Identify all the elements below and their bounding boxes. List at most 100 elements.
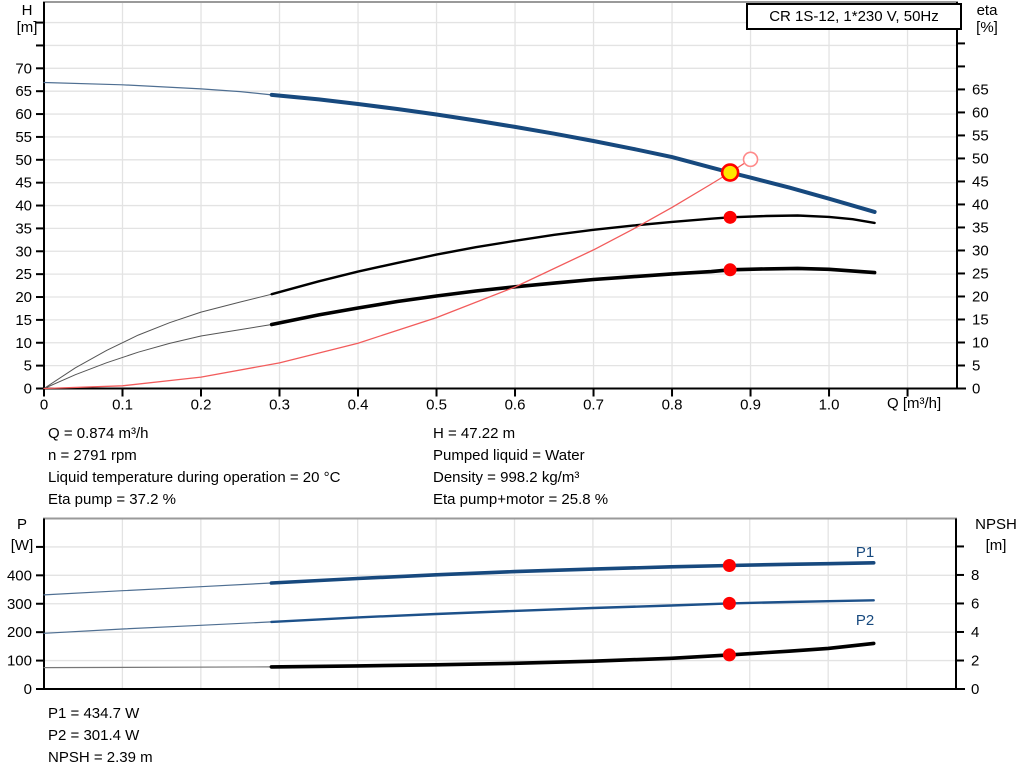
head-curve bbox=[269, 92, 877, 214]
eta-pump-motor-extension bbox=[43, 324, 273, 389]
left-tick-label: 40 bbox=[15, 198, 32, 215]
right-tick-label: 0 bbox=[971, 681, 979, 698]
duty-eta-pump: Eta pump = 37.2 % bbox=[48, 491, 176, 508]
npsh-axis-title: NPSH bbox=[975, 516, 1017, 533]
eta-pump-marker bbox=[723, 210, 737, 224]
left-tick-label: 35 bbox=[15, 220, 32, 237]
x-tick-label: 0.3 bbox=[269, 397, 290, 414]
p-axis-title-block: P [W] bbox=[2, 514, 42, 556]
x-tick-label: 0.7 bbox=[583, 397, 604, 414]
right-tick-label: 15 bbox=[972, 311, 989, 328]
h-axis-title-block: H [m] bbox=[8, 2, 46, 36]
h-axis-title: H bbox=[21, 2, 33, 19]
right-tick-label: 55 bbox=[972, 127, 989, 144]
left-tick-label: 25 bbox=[15, 266, 32, 283]
duty-pumped-liquid: Pumped liquid = Water bbox=[433, 447, 585, 464]
right-tick-label: 20 bbox=[972, 288, 989, 305]
right-tick-label: 5 bbox=[972, 357, 980, 374]
right-tick-label: 60 bbox=[972, 104, 989, 121]
eta-axis-unit: [%] bbox=[976, 19, 998, 36]
p1-curve bbox=[269, 560, 876, 585]
duty-point-marker bbox=[720, 163, 740, 182]
p2-extension bbox=[43, 621, 272, 634]
duty-info-right: H = 47.22 m Pumped liquid = Water Densit… bbox=[433, 423, 608, 511]
p2-value: P2 = 301.4 W bbox=[48, 727, 140, 744]
left-tick-label: 300 bbox=[7, 596, 32, 613]
open-duty-marker bbox=[742, 151, 759, 168]
left-tick-label: 10 bbox=[15, 335, 32, 352]
npsh-axis-title-block: NPSH [m] bbox=[968, 514, 1024, 556]
left-tick-label: 20 bbox=[15, 289, 32, 306]
x-tick-label: 0.4 bbox=[348, 397, 369, 414]
left-tick-label: 400 bbox=[7, 567, 32, 584]
duty-h-value: H = 47.22 m bbox=[433, 425, 516, 442]
left-tick-label: 100 bbox=[7, 653, 32, 670]
duty-info-left: Q = 0.874 m³/h n = 2791 rpm Liquid tempe… bbox=[48, 423, 340, 511]
left-tick-label: 15 bbox=[15, 312, 32, 329]
x-tick-label: 1.0 bbox=[819, 397, 840, 414]
left-tick-label: 200 bbox=[7, 624, 32, 641]
eta-pump-motor-marker bbox=[723, 263, 737, 277]
right-tick-label: 4 bbox=[971, 624, 979, 641]
x-tick-label: 0.2 bbox=[191, 397, 212, 414]
left-tick-label: 50 bbox=[15, 152, 32, 169]
right-tick-label: 10 bbox=[972, 334, 989, 351]
eta-axis-title-block: eta [%] bbox=[964, 2, 1010, 36]
x-tick-label: 0.8 bbox=[662, 397, 683, 414]
right-tick-label: 30 bbox=[972, 242, 989, 259]
eta-axis-title: eta bbox=[976, 2, 998, 19]
duty-eta-pump-motor: Eta pump+motor = 25.8 % bbox=[433, 491, 609, 508]
p1-extension bbox=[43, 582, 272, 596]
p2-marker bbox=[722, 596, 736, 610]
x-tick-label: 0 bbox=[40, 397, 48, 414]
left-tick-label: 0 bbox=[24, 681, 32, 698]
pump-title: CR 1S-12, 1*230 V, 50Hz bbox=[769, 8, 939, 25]
left-tick-label: 45 bbox=[15, 175, 32, 192]
right-tick-label: 2 bbox=[971, 652, 979, 669]
pump-title-box: CR 1S-12, 1*230 V, 50Hz bbox=[746, 3, 962, 30]
left-tick-label: 0 bbox=[24, 381, 32, 398]
system-curve bbox=[43, 158, 752, 390]
right-tick-label: 25 bbox=[972, 265, 989, 282]
duty-q-value: Q = 0.874 m³/h bbox=[48, 425, 149, 442]
npsh-curve bbox=[269, 641, 876, 669]
series-label-p2: P2 bbox=[856, 612, 874, 629]
h-axis-unit: [m] bbox=[16, 19, 38, 36]
left-tick-label: 70 bbox=[15, 60, 32, 77]
right-tick-label: 40 bbox=[972, 196, 989, 213]
x-tick-label: 0.5 bbox=[426, 397, 447, 414]
left-tick-label: 60 bbox=[15, 106, 32, 123]
right-tick-label: 50 bbox=[972, 150, 989, 167]
left-tick-label: 30 bbox=[15, 243, 32, 260]
right-tick-label: 8 bbox=[971, 567, 979, 584]
npsh-extension bbox=[43, 666, 272, 669]
npsh-value: NPSH = 2.39 m bbox=[48, 749, 153, 766]
p-axis-unit: [W] bbox=[10, 537, 34, 554]
q-axis-unit-label: Q [m³/h] bbox=[887, 395, 942, 412]
p-axis-title: P bbox=[16, 516, 27, 533]
right-tick-label: 6 bbox=[971, 595, 979, 612]
p2-curve bbox=[270, 599, 875, 624]
p1-marker bbox=[722, 558, 736, 572]
npsh-marker bbox=[722, 648, 736, 662]
x-tick-label: 0.9 bbox=[740, 397, 761, 414]
p1-value: P1 = 434.7 W bbox=[48, 705, 140, 722]
power-npsh-info: P1 = 434.7 W P2 = 301.4 W NPSH = 2.39 m bbox=[48, 703, 153, 769]
eta-pump-extension bbox=[43, 293, 273, 389]
right-tick-label: 0 bbox=[972, 381, 980, 398]
series-label-p1: P1 bbox=[856, 544, 874, 561]
eta-pump-motor-curve bbox=[269, 266, 877, 327]
head-curve-extension bbox=[43, 81, 273, 96]
left-tick-label: 65 bbox=[15, 83, 32, 100]
right-tick-label: 65 bbox=[972, 81, 989, 98]
duty-liquid-temperature: Liquid temperature during operation = 20… bbox=[48, 469, 341, 486]
left-tick-label: 5 bbox=[24, 358, 32, 375]
eta-pump-curve bbox=[270, 214, 876, 296]
right-tick-label: 35 bbox=[972, 219, 989, 236]
x-tick-label: 0.6 bbox=[505, 397, 526, 414]
duty-speed-value: n = 2791 rpm bbox=[48, 447, 137, 464]
x-tick-label: 0.1 bbox=[112, 397, 133, 414]
npsh-axis-unit: [m] bbox=[985, 537, 1007, 554]
